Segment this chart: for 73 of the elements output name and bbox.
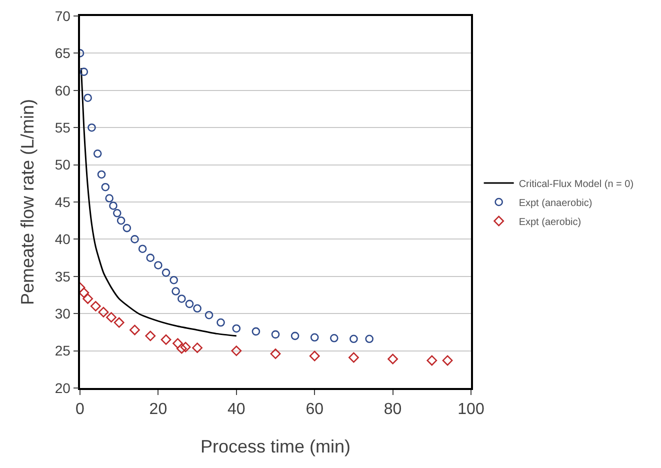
point: [180, 342, 191, 352]
y-tick-label: 70: [54, 8, 71, 24]
point: [106, 312, 116, 323]
point: [309, 350, 320, 362]
x-tick-label: 40: [228, 400, 246, 418]
y-tick-label: 30: [54, 306, 71, 322]
point: [192, 342, 202, 354]
point: [160, 334, 172, 345]
point: [231, 346, 242, 356]
point: [145, 330, 156, 342]
y-tick-label: 60: [54, 82, 71, 98]
point: [271, 330, 280, 339]
point: [426, 355, 438, 366]
y-tick-label: 35: [54, 268, 71, 284]
point: [88, 123, 96, 132]
point: [170, 276, 178, 284]
point: [185, 300, 194, 308]
point: [270, 348, 281, 359]
point: [138, 244, 147, 254]
point: [116, 216, 126, 225]
point: [130, 235, 139, 244]
point: [84, 94, 92, 102]
point: [146, 254, 155, 262]
point: [154, 261, 162, 270]
y-tick-label: 55: [54, 120, 71, 136]
point: [442, 355, 453, 366]
y-tick-label: 65: [54, 45, 71, 62]
point: [80, 288, 90, 298]
y-tick-label: 50: [54, 156, 71, 173]
point: [204, 310, 214, 320]
point: [290, 332, 300, 340]
legend-label: Expt (aerobic): [518, 216, 582, 228]
point: [80, 68, 88, 76]
point: [193, 304, 202, 313]
y-tick-label: 40: [54, 231, 71, 248]
x-tick-label: 0: [76, 400, 85, 418]
point: [330, 334, 338, 342]
point: [388, 354, 398, 364]
point: [105, 194, 114, 202]
point: [350, 334, 358, 344]
point: [162, 268, 170, 277]
x-tick-label: 100: [458, 400, 484, 418]
point: [172, 338, 183, 349]
point: [82, 294, 94, 304]
point: [348, 352, 359, 363]
point: [113, 209, 122, 218]
point: [130, 324, 140, 336]
legend-label: Expt (anaerobic): [518, 198, 592, 209]
point: [109, 202, 118, 210]
point: [176, 343, 187, 354]
point: [172, 287, 180, 296]
point: [101, 182, 110, 192]
y-axis-title: Pemeate flow rate (L/min): [18, 98, 38, 306]
point: [178, 294, 186, 303]
point: [252, 327, 260, 336]
y-tick-label: 45: [54, 194, 71, 210]
legend-label: Critical-Flux Model (n = 0): [518, 178, 634, 190]
point: [93, 149, 102, 158]
point: [232, 324, 241, 333]
point: [122, 224, 132, 232]
point: [216, 318, 225, 327]
x-axis-title: Process time (min): [200, 436, 351, 456]
x-tick-label: 20: [149, 400, 168, 418]
point: [365, 334, 374, 344]
y-tick-label: 20: [54, 380, 71, 396]
point: [98, 306, 109, 318]
x-tick-label: 80: [384, 400, 402, 418]
point: [97, 170, 106, 179]
point: [114, 317, 124, 328]
x-tick-label: 60: [306, 400, 324, 418]
point: [90, 300, 101, 312]
point: [310, 333, 319, 342]
y-tick-label: 25: [54, 342, 71, 359]
